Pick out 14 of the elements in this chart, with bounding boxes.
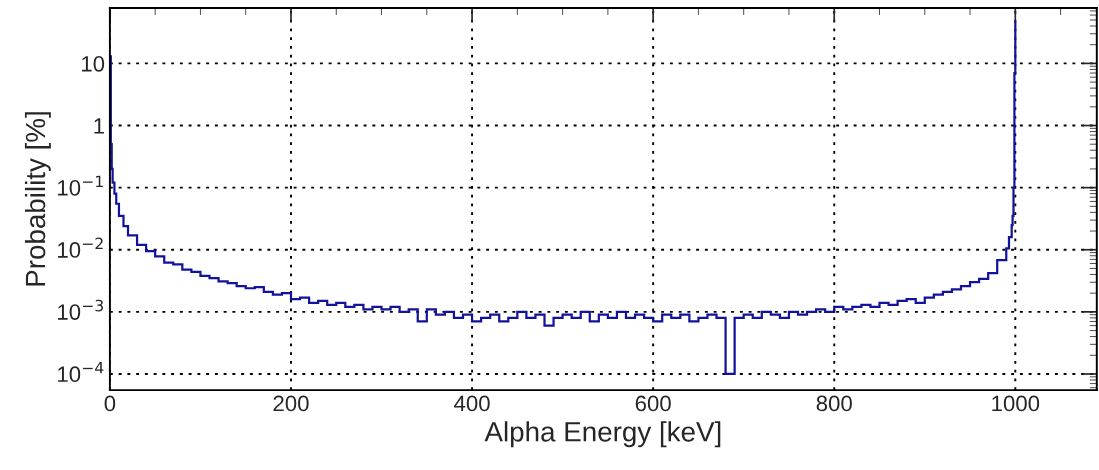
x-tick-label: 400 — [454, 395, 490, 412]
x-axis-title: Alpha Energy [keV] — [484, 421, 721, 448]
y-tick-label: 10 — [82, 55, 105, 72]
y-tick-label: 10$^{−4}$ — [58, 362, 104, 383]
x-tick-label: 0 — [104, 395, 116, 412]
y-tick-label: 1 — [94, 118, 104, 134]
x-tick-label: 200 — [273, 395, 309, 412]
y-axis-title: Probability [%] — [24, 112, 51, 286]
y-tick-label: 10$^{−2}$ — [58, 237, 103, 258]
x-tick-label: 1000 — [992, 395, 1040, 412]
y-tick-label: 10$^{−1}$ — [58, 175, 103, 196]
x-tick-label: 800 — [816, 395, 852, 412]
y-tick-label: 10$^{−3}$ — [58, 299, 103, 320]
x-tick-label: 600 — [635, 395, 671, 412]
